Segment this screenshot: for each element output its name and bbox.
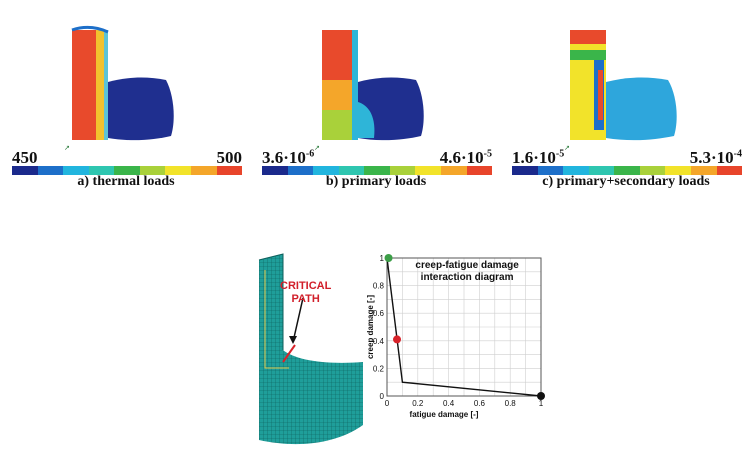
x-tick-labels: 0 0.2 0.4 0.6 0.8 1: [385, 399, 544, 408]
thermal-contour-model: ↗: [64, 25, 174, 152]
scale-color-segment: [639, 166, 666, 175]
panel-caption: b) primary loads: [325, 174, 427, 189]
primary-contour-model: ↗: [314, 30, 424, 152]
y-tick-label: 0.2: [373, 364, 385, 373]
panel-primary-secondary-loads: ↗ 1.6·10-5 5.3·10-4 c) primary+secondary…: [506, 10, 746, 195]
scale-color-segment: [63, 166, 89, 175]
panel-primary-loads: ↗ 3.6·10-6 4.6·10-5 b) primary loads: [256, 10, 496, 195]
svg-text:↗: ↗: [314, 144, 320, 152]
scale-color-segment: [364, 166, 390, 175]
panel-caption: c) primary+secondary loads: [542, 174, 710, 189]
scale-color-segment: [716, 166, 743, 175]
plot-frame: [386, 257, 542, 397]
chart-title-line-2: interaction diagram: [421, 272, 514, 283]
scale-min-value: 450: [12, 148, 38, 167]
scale-color-segment: [512, 166, 538, 175]
combined-contour-model: ↗: [564, 30, 677, 152]
scale-color-segment: [114, 166, 140, 175]
y-tick-label: 0: [380, 392, 385, 401]
scale-color-segment: [563, 166, 589, 175]
scale-color-segment: [190, 166, 217, 175]
fe-mesh-model: [258, 253, 363, 445]
critical-path-label: CRITICAL PATH: [280, 280, 332, 305]
y-tick-label: 0.8: [373, 282, 385, 291]
scale-max-value: 4.6·10-5: [439, 148, 492, 167]
creep-fatigue-chart: 0 0.2 0.4 0.6 0.8 1 0 0.2 0.4 0.6 0.8 1 creep-fati…: [366, 254, 545, 419]
scale-min-value: 3.6·10-6: [262, 148, 315, 167]
scale-color-segment: [537, 166, 564, 175]
scale-color-segment: [389, 166, 416, 175]
data-point-0: [384, 254, 393, 262]
data-point-1: [393, 335, 402, 344]
y-tick-labels: 0 0.2 0.4 0.6 0.8 1: [373, 254, 385, 401]
x-tick-label: 0.4: [443, 399, 455, 408]
scale-max-value: 5.3·10-4: [689, 148, 742, 167]
x-tick-label: 0.8: [505, 399, 517, 408]
scale-color-segment: [690, 166, 717, 175]
x-tick-label: 0: [385, 399, 390, 408]
scale-color-segment: [313, 166, 339, 175]
y-tick-label: 0.6: [373, 309, 385, 318]
data-point-2: [537, 392, 545, 400]
svg-text:↗: ↗: [64, 144, 70, 152]
damage-envelope-line: [386, 257, 542, 397]
x-tick-label: 1: [539, 399, 544, 408]
damage-points: [384, 254, 545, 400]
scale-color-segment: [262, 166, 288, 175]
scale-color-segment: [665, 166, 691, 175]
scale-color-segment: [216, 166, 243, 175]
svg-text:↗: ↗: [564, 144, 570, 152]
chart-grid: [387, 258, 541, 396]
scale-color-segment: [466, 166, 493, 175]
scale-color-segment: [614, 166, 640, 175]
scale-min-value: 1.6·10-5: [512, 148, 565, 167]
scale-color-segment: [338, 166, 365, 175]
scale-max-value: 500: [216, 148, 243, 167]
scale-color-segment: [287, 166, 314, 175]
color-scale-bar: [12, 166, 243, 175]
y-tick-label: 1: [380, 254, 385, 263]
x-tick-label: 0.6: [474, 399, 486, 408]
x-axis-label: fatigue damage [-]: [410, 410, 479, 419]
scale-color-segment: [440, 166, 467, 175]
scale-color-segment: [588, 166, 615, 175]
color-scale-bar: [262, 166, 493, 175]
panel-caption: a) thermal loads: [77, 174, 175, 189]
chart-title-line-1: creep-fatigue damage: [415, 260, 519, 271]
y-tick-label: 0.4: [373, 337, 385, 346]
y-axis-label: creep damage [-]: [366, 295, 375, 359]
scale-color-segment: [415, 166, 441, 175]
scale-color-segment: [37, 166, 64, 175]
scale-color-segment: [88, 166, 115, 175]
x-tick-label: 0.2: [412, 399, 424, 408]
scale-color-segment: [12, 166, 38, 175]
panel-thermal-loads: ↗ 450 500 a) thermal loads: [6, 10, 246, 195]
scale-color-segment: [165, 166, 191, 175]
scale-color-segment: [139, 166, 166, 175]
color-scale-bar: [512, 166, 743, 175]
